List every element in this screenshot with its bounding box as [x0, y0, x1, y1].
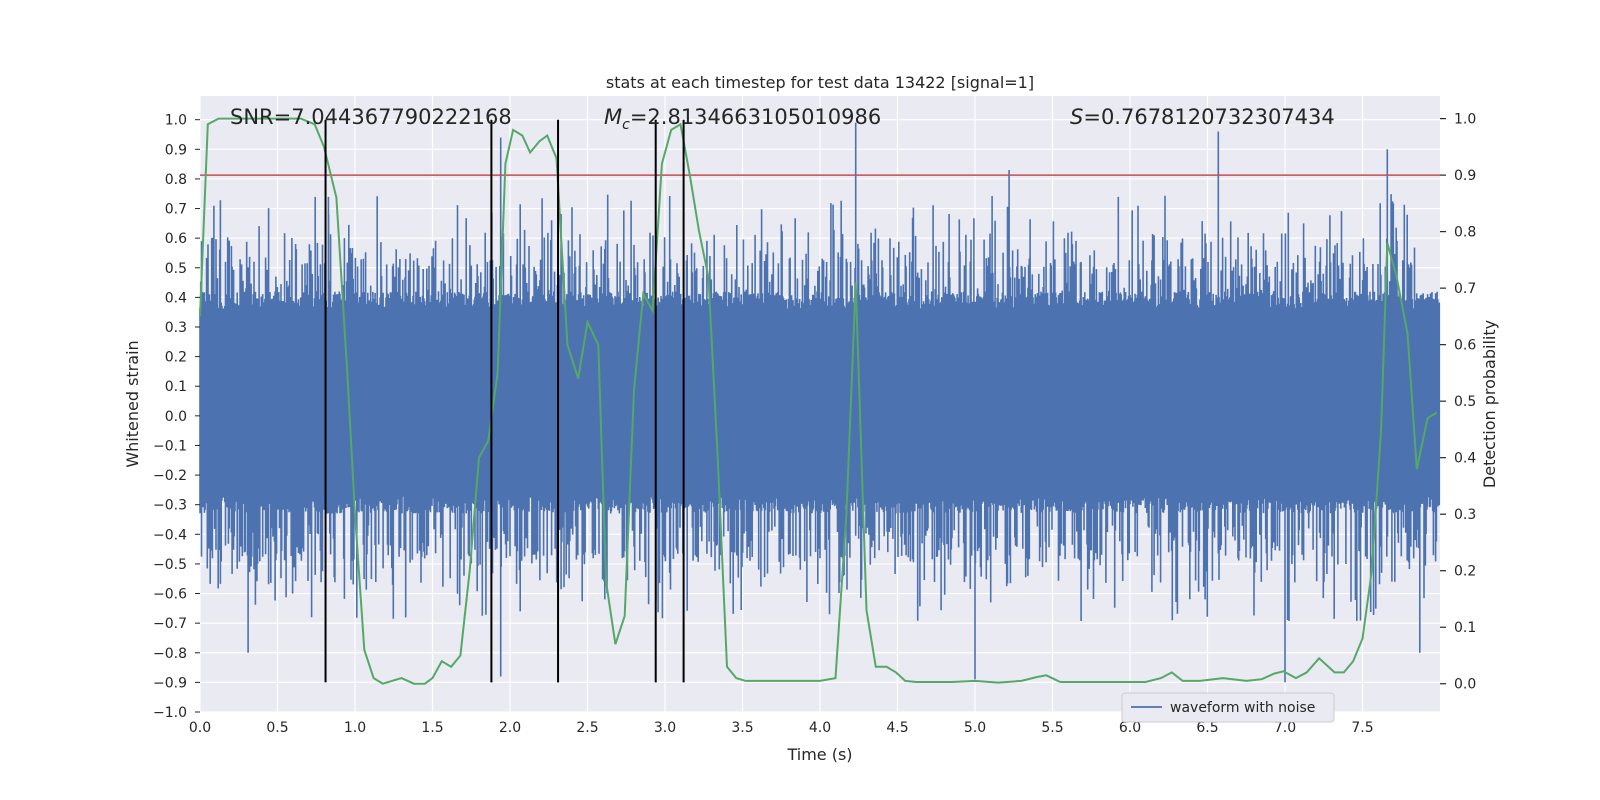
mc-annotation: Mc=2.8134663105010986: [604, 105, 881, 133]
right-tick-label: 0.2: [1454, 564, 1476, 580]
y-tick-label: 0.8: [165, 172, 187, 188]
right-tick-label: 0.7: [1454, 281, 1476, 297]
legend-entry: waveform with noise: [1170, 700, 1315, 716]
y-axis-label: Whitened strain: [123, 340, 142, 467]
x-tick-label: 7.0: [1274, 720, 1296, 736]
y-tick-label: 0.3: [165, 320, 187, 336]
right-tick-label: 0.3: [1454, 507, 1476, 523]
x-tick-label: 3.5: [731, 720, 753, 736]
right-axis-ticks: 1.0 0.9 0.8 0.7 0.6 0.5 0.4 0.3 0.2 0.1 0.0: [1440, 112, 1476, 693]
y-tick-label: −0.9: [153, 675, 187, 691]
x-tick-label: 4.0: [809, 720, 831, 736]
mc-subscript: c: [622, 117, 630, 133]
legend-box: [1121, 692, 1335, 723]
y-tick-label: −0.1: [153, 438, 187, 454]
x-tick-label: 4.5: [886, 720, 908, 736]
x-axis-label: Time (s): [786, 745, 852, 764]
probability-trace: [199, 117, 1438, 685]
y-tick-label: −0.8: [153, 646, 187, 662]
right-tick-label: 0.0: [1454, 677, 1476, 693]
snr-annotation: SNR=7.044367790222168: [230, 105, 512, 129]
y-axis-ticks: 1.0 0.9 0.8 0.7 0.6 0.5 0.4 0.3 0.2 0.1 0.0 −0.1 −0.…: [153, 113, 200, 721]
x-tick-label: 6.0: [1119, 720, 1141, 736]
y-tick-label: −0.4: [153, 527, 187, 543]
vertical-markers: [324, 119, 685, 683]
mc-symbol: M: [604, 105, 622, 129]
y-tick-label: 0.6: [165, 231, 187, 247]
y-tick-label: −0.2: [153, 468, 187, 484]
y-tick-label: 0.1: [165, 379, 187, 395]
y-tick-label: 0.5: [165, 261, 187, 277]
x-tick-label: 6.5: [1196, 720, 1218, 736]
y-tick-label: 0.4: [165, 290, 187, 306]
right-tick-label: 0.5: [1454, 394, 1476, 410]
right-tick-label: 0.1: [1454, 620, 1476, 636]
x-tick-label: 1.0: [344, 720, 366, 736]
s-value: =0.7678120732307434: [1083, 105, 1334, 129]
x-tick-label: 3.0: [654, 720, 676, 736]
x-tick-label: 2.0: [499, 720, 521, 736]
right-axis-label: Detection probability: [1480, 320, 1499, 488]
s-symbol: S: [1070, 105, 1083, 129]
chart-title: stats at each timestep for test data 134…: [606, 73, 1034, 92]
y-tick-label: 0.2: [165, 350, 187, 366]
x-tick-label: 0.5: [266, 720, 288, 736]
probability-series: [199, 117, 1438, 685]
x-tick-label: 7.5: [1351, 720, 1373, 736]
x-tick-label: 2.5: [576, 720, 598, 736]
y-tick-label: −0.5: [153, 557, 187, 573]
right-tick-label: 1.0: [1454, 112, 1476, 128]
mc-value: =2.8134663105010986: [630, 105, 881, 129]
y-tick-label: 0.7: [165, 202, 187, 218]
y-tick-label: 0.9: [165, 142, 187, 158]
y-tick-label: −0.3: [153, 498, 187, 514]
x-tick-label: 5.5: [1041, 720, 1063, 736]
legend: waveform with noise: [1121, 692, 1335, 723]
y-tick-label: −0.6: [153, 587, 187, 603]
s-annotation: S=0.7678120732307434: [1070, 105, 1335, 129]
right-tick-label: 0.6: [1454, 338, 1476, 354]
x-tick-label: 5.0: [964, 720, 986, 736]
y-tick-label: 1.0: [165, 113, 187, 129]
right-tick-label: 0.8: [1454, 225, 1476, 241]
x-tick-label: 1.5: [421, 720, 443, 736]
waveform-series: [199, 122, 1441, 683]
y-tick-label: −1.0: [153, 705, 187, 721]
y-tick-label: 0.0: [165, 409, 187, 425]
x-tick-label: 0.0: [189, 720, 211, 736]
y-tick-label: −0.7: [153, 616, 187, 632]
x-axis-ticks: 0.0 0.5 1.0 1.5 2.0 2.5 3.0 3.5 4.0 4.5 5.0 5.5 6.0 6…: [189, 720, 1374, 736]
waveform-trace: [199, 122, 1441, 683]
right-tick-label: 0.9: [1454, 168, 1476, 184]
right-tick-label: 0.4: [1454, 451, 1476, 467]
